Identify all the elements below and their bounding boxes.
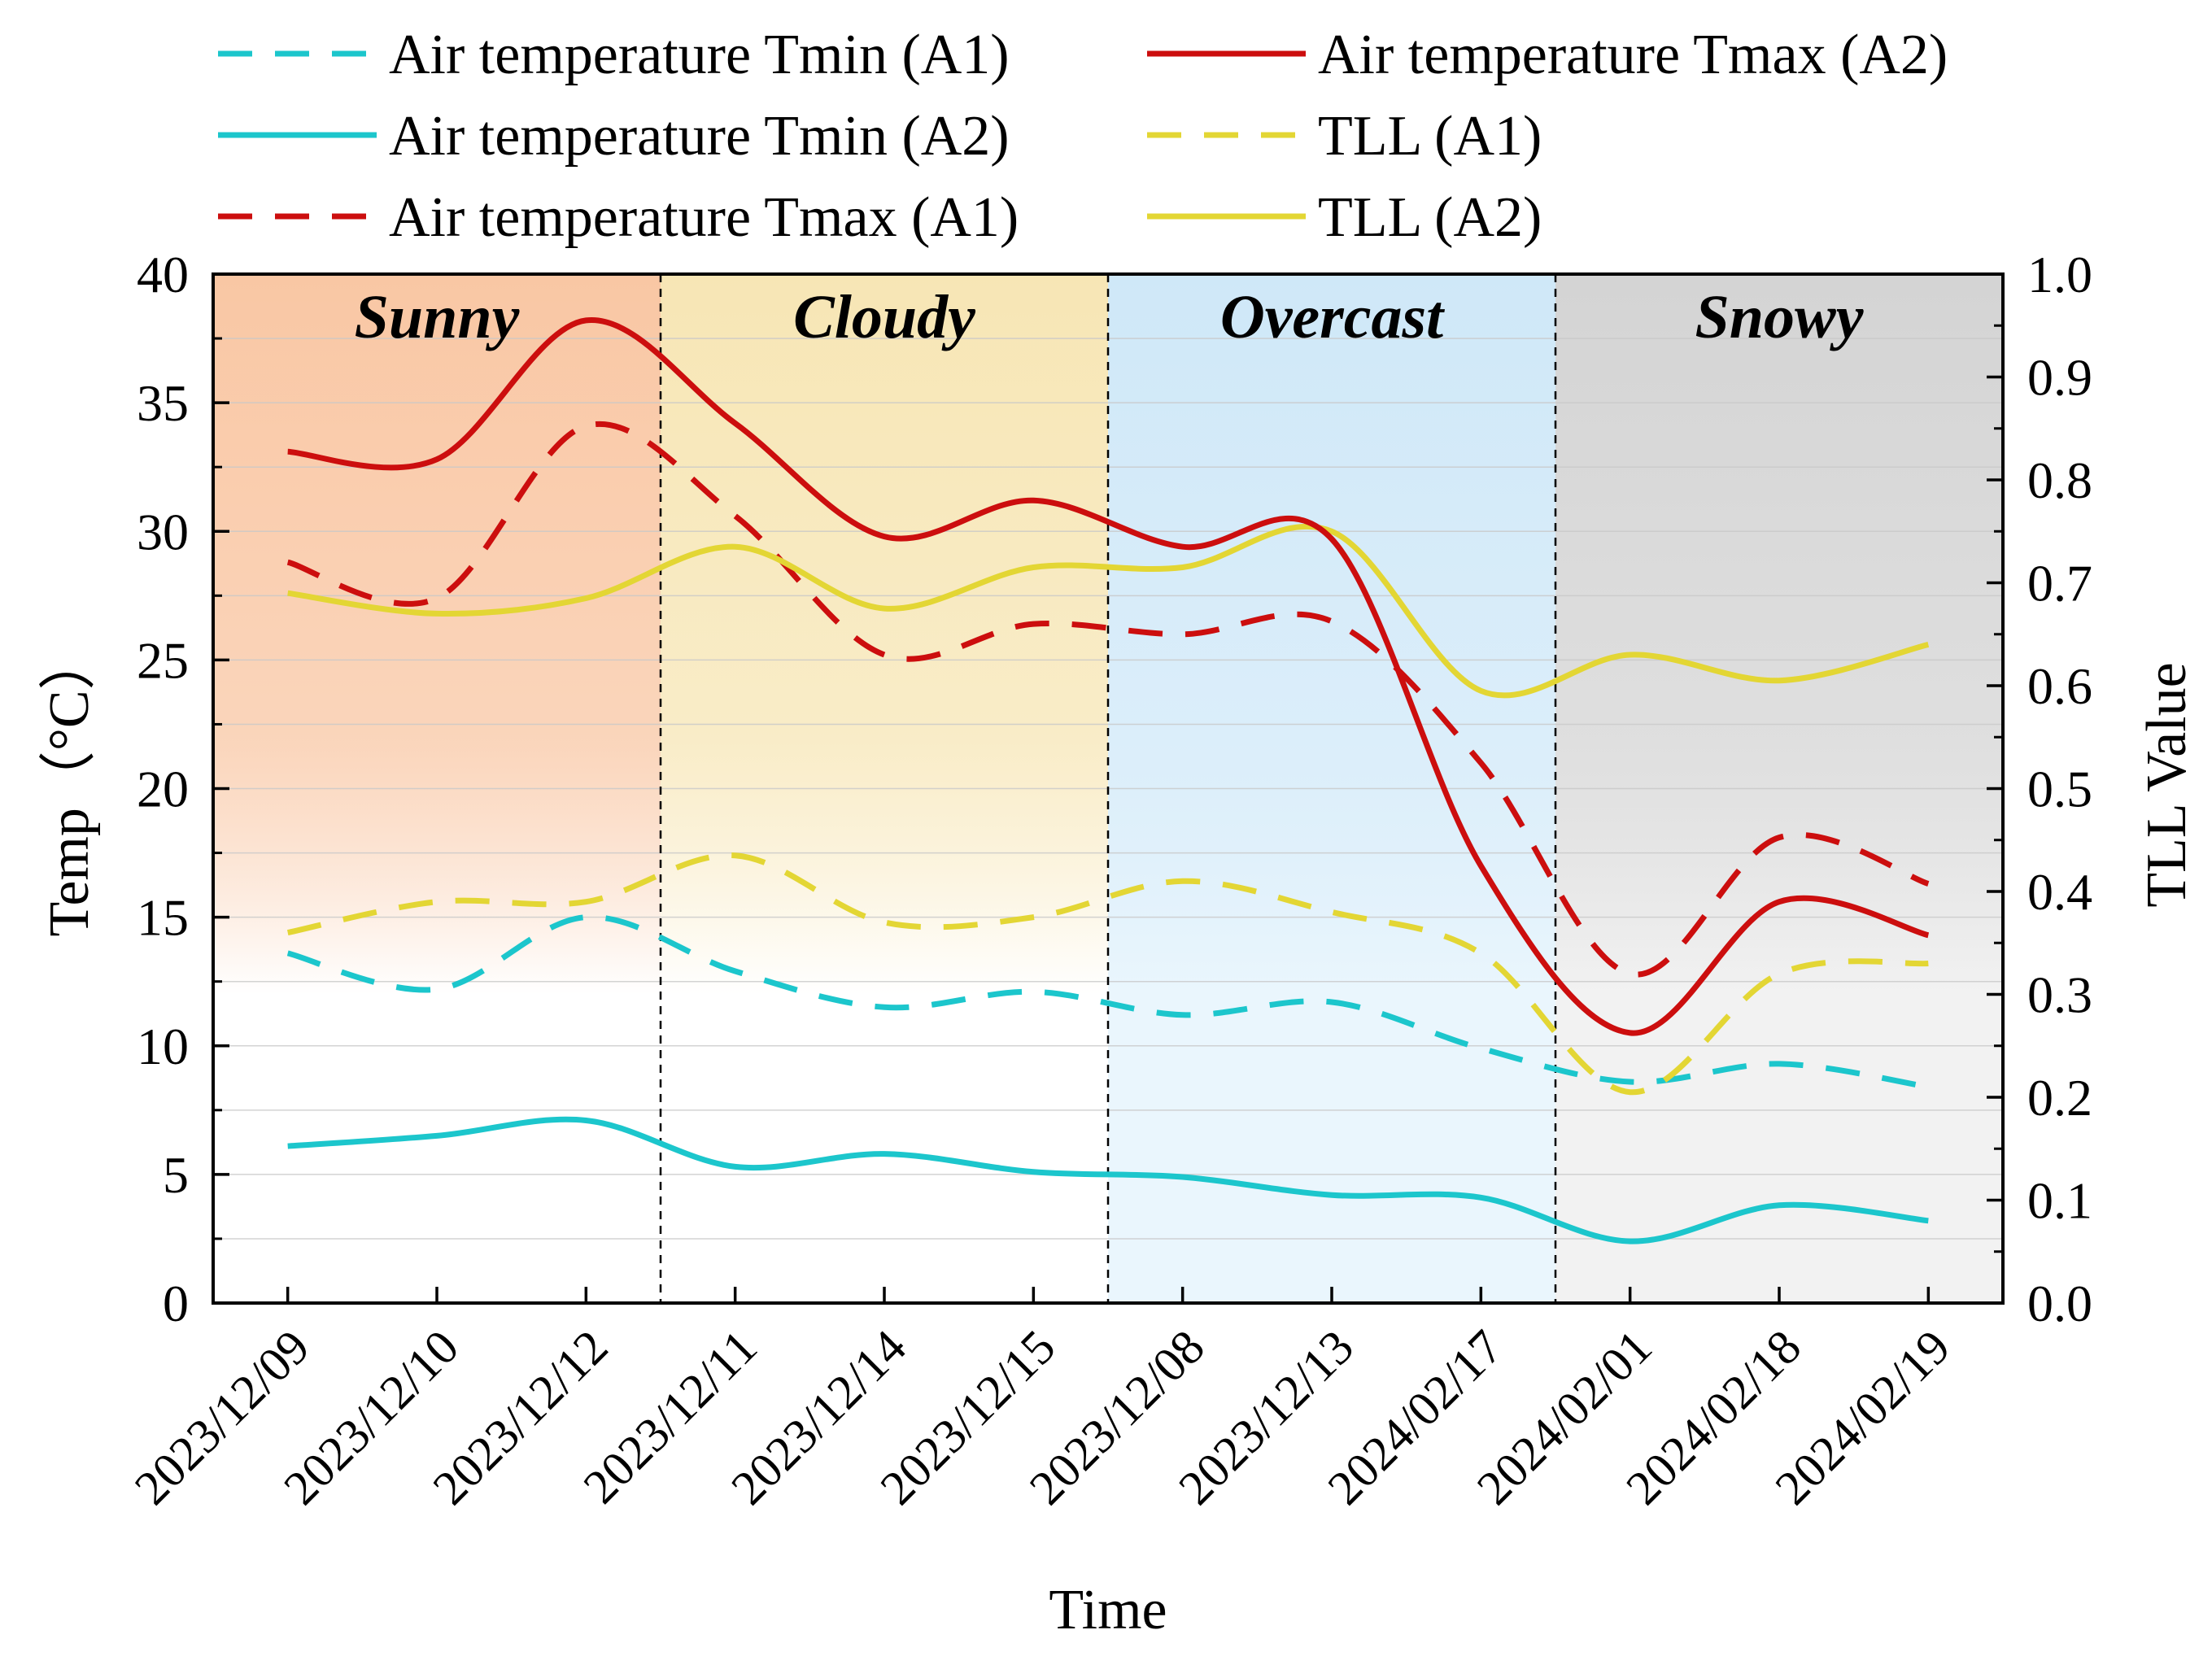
region-dividers [659, 274, 1557, 1303]
y-tick-label: 30 [137, 503, 189, 560]
legend-label: Air temperature Tmax (A1) [389, 186, 1019, 249]
series-line-air-temperature-tmin-a1 [286, 914, 1929, 1090]
y-tick-label: 40 [137, 246, 189, 303]
y-tick-label: 15 [137, 889, 189, 947]
y-tick-label: 0 [163, 1275, 189, 1332]
series-lines [286, 317, 1930, 1244]
legend-label: Air temperature Tmax (A2) [1318, 24, 1948, 86]
weather-labels: Sunny Cloudy Overcast Snowy [355, 283, 1864, 351]
legend-label: Air temperature Tmin (A1) [389, 24, 1010, 86]
y-tick-label: 10 [137, 1018, 189, 1075]
series-line-air-temperature-tmax-a1 [286, 421, 1930, 978]
y2-tick-label: 0.4 [2027, 863, 2092, 921]
y2-tick-label: 1.0 [2027, 246, 2092, 303]
legend-item: Air temperature Tmin (A2) [218, 105, 1010, 168]
legend-item: Air temperature Tmax (A1) [218, 186, 1019, 249]
y2-axis-title: TLL Value [2136, 662, 2198, 907]
series-line-tll-a2 [287, 523, 1930, 699]
legend-label: TLL (A2) [1318, 186, 1542, 249]
y-tick-label: 20 [137, 761, 189, 818]
y2-tick-label: 0.0 [2027, 1275, 2092, 1332]
y-tick-label: 35 [137, 374, 189, 432]
y2-tick-label: 0.5 [2027, 761, 2092, 818]
legend-item: TLL (A2) [1147, 186, 1542, 249]
series-line-air-temperature-tmax-a2 [287, 317, 1930, 1036]
weather-label-snowy: Snowy [1695, 283, 1864, 351]
y2-tick-label: 0.1 [2027, 1172, 2092, 1230]
series-line-air-temperature-tmin-a2 [287, 1116, 1929, 1244]
y2-tick-label: 0.7 [2027, 555, 2092, 612]
y2-tick-label: 0.2 [2027, 1069, 2092, 1127]
y-tick-label: 5 [163, 1146, 189, 1204]
legend-item: Air temperature Tmax (A2) [1147, 24, 1948, 86]
y2-tick-label: 0.3 [2027, 966, 2092, 1024]
legend-item: Air temperature Tmin (A1) [218, 24, 1010, 86]
y-tick-label: 25 [137, 631, 189, 689]
y2-tick-label: 0.6 [2027, 657, 2092, 715]
legend-label: TLL (A1) [1318, 105, 1542, 168]
y-axis-title: Temp（°C） [38, 633, 101, 936]
legend: Air temperature Tmin (A1) Air temperature… [218, 24, 1948, 249]
legend-label: Air temperature Tmin (A2) [389, 105, 1010, 168]
y2-tick-label: 0.9 [2027, 349, 2092, 407]
axes [212, 272, 2005, 1305]
legend-item: TLL (A1) [1147, 105, 1542, 168]
weather-label-cloudy: Cloudy [793, 283, 975, 351]
series-line-tll-a1 [286, 852, 1929, 1096]
weather-label-sunny: Sunny [355, 283, 520, 351]
x-axis-title: Time [1049, 1579, 1167, 1641]
y2-tick-label: 0.8 [2027, 451, 2092, 509]
weather-label-overcast: Overcast [1220, 283, 1446, 351]
